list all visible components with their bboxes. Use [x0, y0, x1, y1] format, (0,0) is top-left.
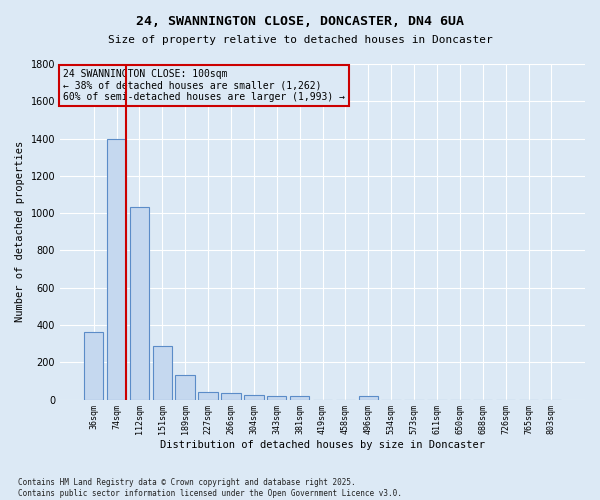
Text: Size of property relative to detached houses in Doncaster: Size of property relative to detached ho… — [107, 35, 493, 45]
Bar — [199, 392, 218, 400]
Text: 24 SWANNINGTON CLOSE: 100sqm
← 38% of detached houses are smaller (1,262)
60% of: 24 SWANNINGTON CLOSE: 100sqm ← 38% of de… — [62, 69, 344, 102]
Bar — [175, 376, 195, 400]
Bar — [290, 396, 310, 400]
Y-axis label: Number of detached properties: Number of detached properties — [15, 141, 25, 322]
Text: Contains HM Land Registry data © Crown copyright and database right 2025.
Contai: Contains HM Land Registry data © Crown c… — [18, 478, 402, 498]
Bar — [359, 396, 378, 400]
Bar — [221, 393, 241, 400]
X-axis label: Distribution of detached houses by size in Doncaster: Distribution of detached houses by size … — [160, 440, 485, 450]
Bar — [152, 346, 172, 400]
Bar — [244, 395, 263, 400]
Bar — [130, 206, 149, 400]
Bar — [267, 396, 286, 400]
Bar — [107, 138, 126, 400]
Bar — [84, 332, 103, 400]
Text: 24, SWANNINGTON CLOSE, DONCASTER, DN4 6UA: 24, SWANNINGTON CLOSE, DONCASTER, DN4 6U… — [136, 15, 464, 28]
